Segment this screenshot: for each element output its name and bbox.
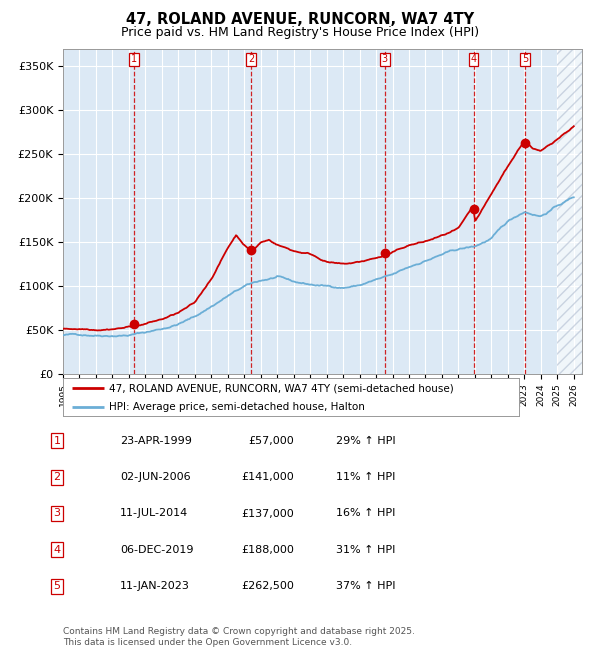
Text: Price paid vs. HM Land Registry's House Price Index (HPI): Price paid vs. HM Land Registry's House … xyxy=(121,26,479,39)
Text: £137,000: £137,000 xyxy=(241,508,294,519)
Text: 29% ↑ HPI: 29% ↑ HPI xyxy=(336,436,395,446)
Text: 47, ROLAND AVENUE, RUNCORN, WA7 4TY: 47, ROLAND AVENUE, RUNCORN, WA7 4TY xyxy=(126,12,474,27)
Text: 11-JAN-2023: 11-JAN-2023 xyxy=(120,581,190,592)
Text: 5: 5 xyxy=(53,581,61,592)
Text: 06-DEC-2019: 06-DEC-2019 xyxy=(120,545,193,555)
Text: 47, ROLAND AVENUE, RUNCORN, WA7 4TY (semi-detached house): 47, ROLAND AVENUE, RUNCORN, WA7 4TY (sem… xyxy=(109,384,454,393)
Text: 23-APR-1999: 23-APR-1999 xyxy=(120,436,192,446)
Text: 11% ↑ HPI: 11% ↑ HPI xyxy=(336,472,395,482)
Text: £262,500: £262,500 xyxy=(241,581,294,592)
Bar xyxy=(557,49,582,374)
Text: 02-JUN-2006: 02-JUN-2006 xyxy=(120,472,191,482)
Text: 11-JUL-2014: 11-JUL-2014 xyxy=(120,508,188,519)
Text: 3: 3 xyxy=(382,55,388,64)
Text: 2: 2 xyxy=(248,55,254,64)
Text: 1: 1 xyxy=(53,436,61,446)
Text: 37% ↑ HPI: 37% ↑ HPI xyxy=(336,581,395,592)
Text: £57,000: £57,000 xyxy=(248,436,294,446)
Text: £188,000: £188,000 xyxy=(241,545,294,555)
Text: 31% ↑ HPI: 31% ↑ HPI xyxy=(336,545,395,555)
Text: 16% ↑ HPI: 16% ↑ HPI xyxy=(336,508,395,519)
Text: Contains HM Land Registry data © Crown copyright and database right 2025.
This d: Contains HM Land Registry data © Crown c… xyxy=(63,627,415,647)
Text: 4: 4 xyxy=(53,545,61,555)
Text: HPI: Average price, semi-detached house, Halton: HPI: Average price, semi-detached house,… xyxy=(109,402,364,411)
Text: 2: 2 xyxy=(53,472,61,482)
Text: 1: 1 xyxy=(131,55,137,64)
Text: 3: 3 xyxy=(53,508,61,519)
Text: 5: 5 xyxy=(522,55,528,64)
Text: 4: 4 xyxy=(470,55,476,64)
Text: £141,000: £141,000 xyxy=(241,472,294,482)
